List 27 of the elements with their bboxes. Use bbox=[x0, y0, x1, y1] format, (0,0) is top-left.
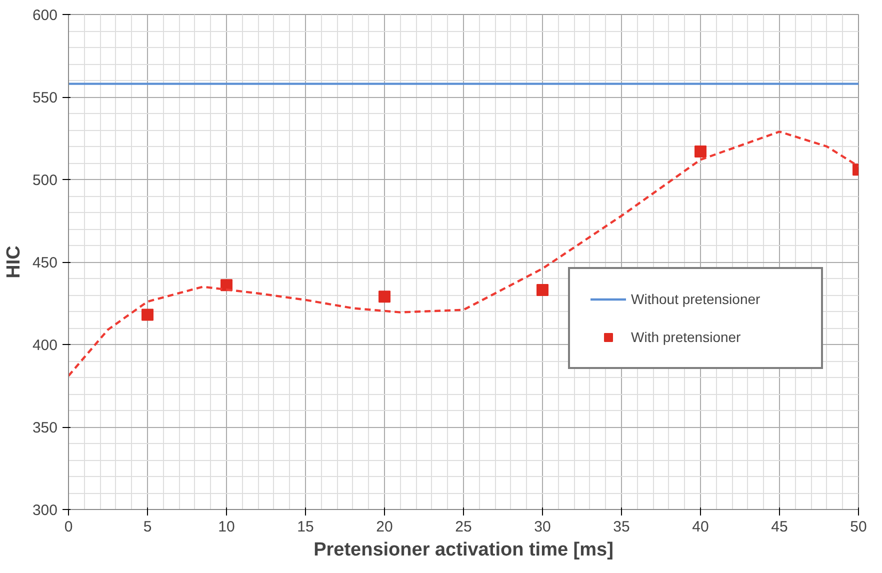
y-tick-label: 400 bbox=[32, 337, 58, 354]
x-tick-label: 50 bbox=[850, 518, 867, 536]
x-tick-label: 45 bbox=[771, 518, 788, 536]
line-series bbox=[68, 130, 858, 377]
x-tick-label: 5 bbox=[143, 518, 152, 536]
point bbox=[142, 308, 154, 321]
y-tick-label: 550 bbox=[32, 90, 58, 106]
y-tick-label: 300 bbox=[32, 502, 58, 519]
y-tick-label: 350 bbox=[32, 420, 58, 436]
y-axis-title: HIC bbox=[3, 245, 24, 278]
y-tick-label: 600 bbox=[32, 7, 58, 24]
x-tick-label: 25 bbox=[455, 518, 472, 536]
point bbox=[694, 145, 706, 158]
x-tick-label: 30 bbox=[534, 518, 551, 536]
x-tick-label: 35 bbox=[613, 518, 630, 536]
y-tick-label: 450 bbox=[32, 254, 58, 272]
legend-label: Without pretensioner bbox=[631, 291, 762, 307]
x-tick-label: 15 bbox=[297, 518, 314, 536]
x-axis-title: Pretensioner activation time [ms] bbox=[314, 540, 614, 560]
y-tick-label: 500 bbox=[32, 172, 58, 189]
x-tick-label: 0 bbox=[64, 518, 73, 536]
point bbox=[536, 284, 548, 296]
x-tick-label: 10 bbox=[218, 518, 235, 536]
x-tick-label: 40 bbox=[692, 518, 709, 536]
legend-label: With pretensioner bbox=[631, 329, 742, 345]
point bbox=[378, 290, 390, 303]
x-tick-label: 20 bbox=[376, 518, 393, 536]
